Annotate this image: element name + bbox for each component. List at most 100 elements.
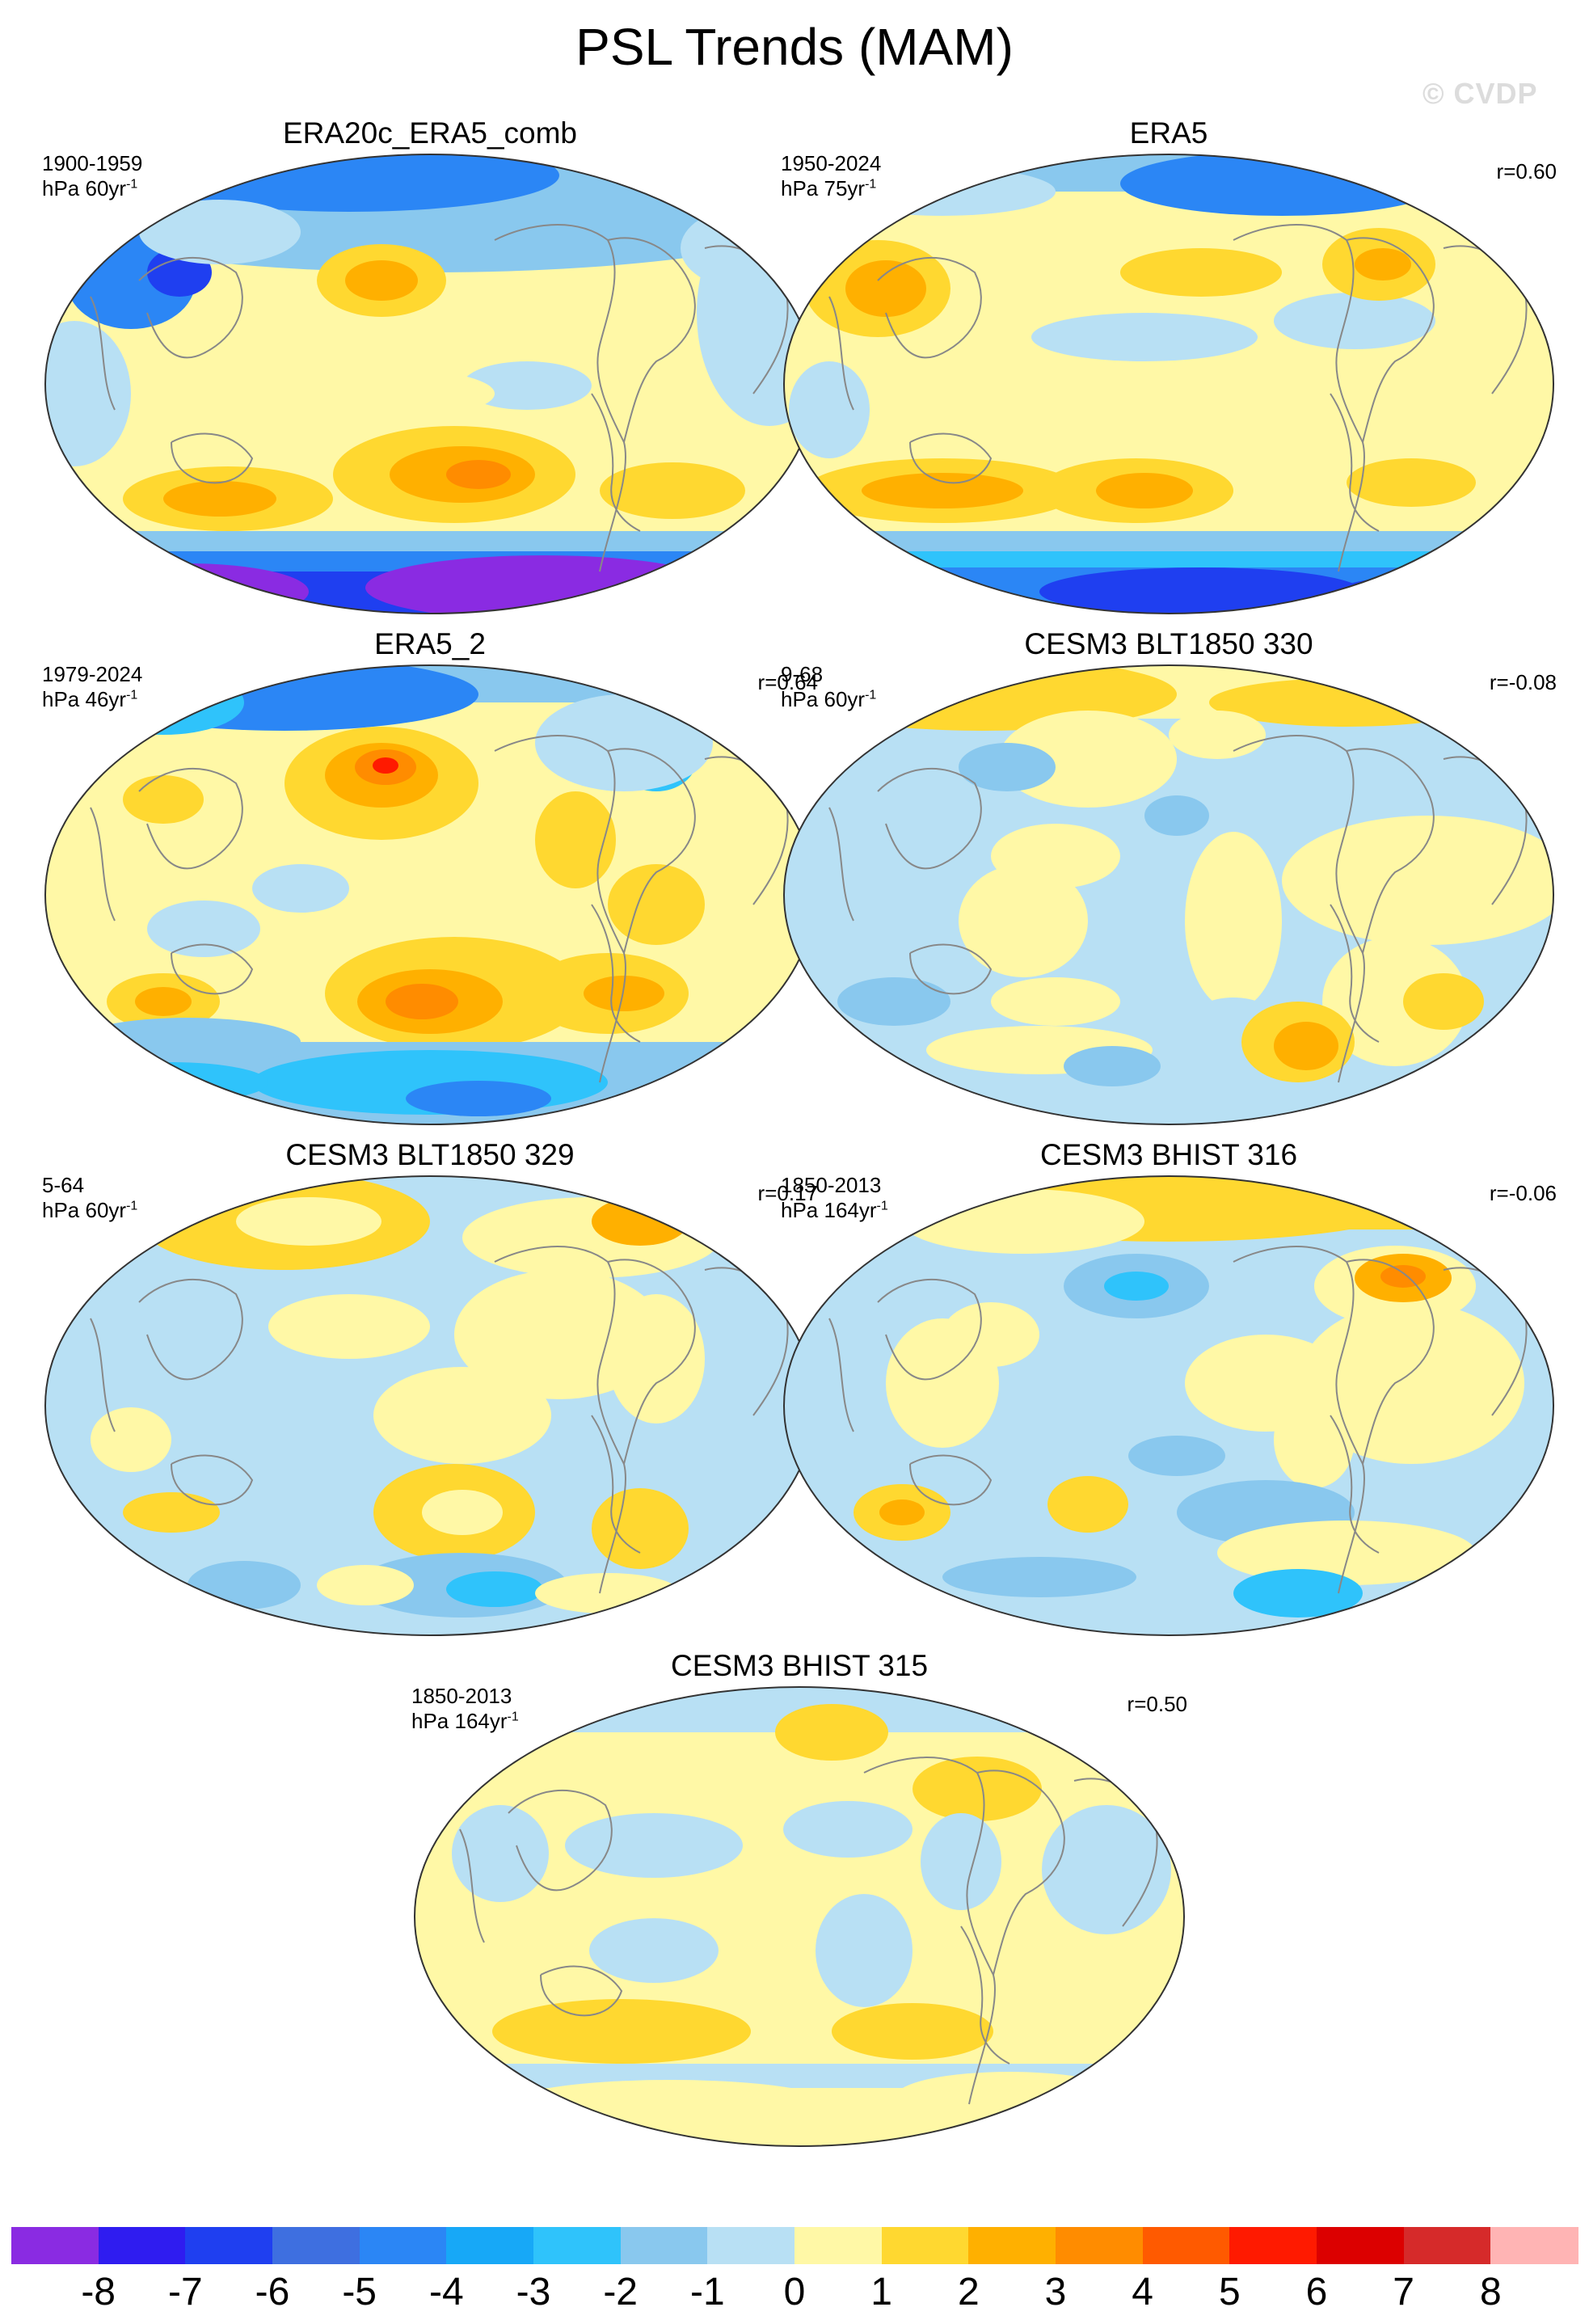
coastline: [138, 1278, 243, 1381]
map-panel: ERA20c_ERA5_comb 1900-1959 hPa 60yr-1: [42, 116, 818, 617]
panel-title: CESM3 BHIST 316: [1039, 1138, 1298, 1171]
contour-region: [999, 711, 1177, 808]
contour-region: [147, 900, 260, 957]
coastline: [607, 1259, 696, 1465]
coastline: [828, 807, 854, 922]
map-panel: CESM3 BLT1850 330 9-68 hPa 60yr-1 r=-0.0…: [781, 626, 1557, 1128]
contour-region: [1347, 458, 1476, 507]
contour-region: [123, 1492, 220, 1533]
coastline: [828, 1318, 854, 1432]
correlation-label: r=-0.08: [1489, 670, 1557, 694]
units-text: hPa 60yr: [781, 687, 866, 711]
units-exponent: -1: [126, 688, 138, 702]
contour-region: [1169, 711, 1266, 759]
coastline: [171, 432, 254, 484]
panel-title: ERA20c_ERA5_comb: [282, 116, 578, 150]
contour-region: [163, 481, 276, 517]
coastline: [171, 1454, 254, 1506]
coastline: [459, 1828, 485, 1943]
coastline: [591, 904, 641, 1043]
coastline: [138, 256, 243, 359]
legend-color-box: [533, 2227, 622, 2264]
contour-region: [565, 1813, 743, 1878]
coastline: [494, 224, 626, 572]
contour-region: [845, 260, 926, 317]
map-border: [783, 664, 1554, 1125]
correlation-label: r=0.50: [1127, 1692, 1187, 1716]
units-exponent: -1: [126, 177, 138, 192]
units-text: hPa 60yr: [42, 176, 127, 200]
contour-region: [1274, 1022, 1338, 1070]
contour-region: [373, 757, 398, 774]
coastline: [1330, 904, 1380, 1043]
psl-trend-map: [414, 1686, 1185, 2147]
legend-color-box: [11, 2227, 99, 2264]
contour-region: [462, 361, 592, 410]
units-exponent: -1: [865, 177, 877, 192]
contour-region: [188, 1561, 301, 1609]
coastline: [1330, 393, 1380, 532]
units-exponent: -1: [507, 1710, 519, 1724]
legend-tick-label: -2: [603, 2271, 638, 2313]
contour-region: [1274, 1391, 1355, 1488]
contour-region: [592, 1197, 689, 1246]
contour-region: [317, 1565, 414, 1605]
legend-tick-label: -6: [255, 2271, 290, 2313]
panel-period: 1950-2024: [781, 151, 882, 175]
psl-trend-map: [783, 1175, 1554, 1636]
contour-region: [123, 775, 204, 824]
map-panel: CESM3 BHIST 315 1850-2013 hPa 164yr-1 r=…: [411, 1648, 1187, 2149]
contour-region: [991, 977, 1120, 1026]
legend-color-box: [98, 2227, 186, 2264]
legend-color-box: [707, 2227, 795, 2264]
coastline: [540, 1965, 623, 2017]
contour-region: [301, 369, 495, 418]
legend-color-box: [272, 2227, 360, 2264]
correlation-label: r=0.64: [757, 670, 818, 694]
legend-tick-label: -8: [81, 2271, 116, 2313]
panel-period: 5-64: [42, 1173, 85, 1197]
legend-tick-label: 0: [783, 2271, 806, 2313]
contour-region: [959, 743, 1056, 791]
contour-region: [1330, 576, 1524, 614]
legend-tick-label: 4: [1132, 2271, 1154, 2313]
panel-period: 1900-1959: [42, 151, 143, 175]
contour-region: [837, 977, 950, 1026]
trend-contour-field: [784, 665, 1553, 1124]
contour-region: [600, 462, 745, 519]
coastline: [494, 735, 626, 1083]
contour-region: [1233, 1569, 1363, 1618]
legend-color-box: [446, 2227, 534, 2264]
contour-region: [1144, 795, 1209, 836]
legend-tick-label: 6: [1305, 2271, 1328, 2313]
panel-units: hPa 60yr-1: [781, 687, 876, 711]
legend-color-box: [1229, 2227, 1317, 2264]
units-text: hPa 164yr: [411, 1709, 508, 1733]
contour-region: [584, 976, 664, 1011]
legend-tick-label: 2: [957, 2271, 980, 2313]
coastline: [877, 767, 982, 870]
contour-region: [775, 1704, 888, 1761]
contour-region: [1322, 937, 1468, 1066]
trend-contour-field: [415, 1687, 1184, 2146]
coastline: [138, 767, 243, 870]
trend-contour-field: [45, 1176, 815, 1635]
map-panel: ERA5_2 1979-2024 hPa 46yr-1 r=0.64: [42, 626, 818, 1128]
map-panel: ERA5 1950-2024 hPa 75yr-1 r=0.60: [781, 116, 1557, 617]
legend-tick-label: 8: [1479, 2271, 1502, 2313]
coastline: [90, 1318, 116, 1432]
legend-tick-labels: -8 -7 -6 -5 -4 -3 -2 -1 0 1 2 3 4 5 6 7 8: [0, 2270, 1589, 2318]
correlation-label: r=-0.06: [1489, 1181, 1557, 1205]
contour-region: [608, 864, 705, 945]
panel-title: ERA5: [1129, 116, 1208, 150]
legend-color-box: [968, 2227, 1056, 2264]
coastline: [863, 1757, 996, 2105]
contour-region: [896, 2072, 1123, 2120]
map-border: [783, 154, 1554, 614]
units-text: hPa 75yr: [781, 176, 866, 200]
coastline: [171, 943, 254, 995]
contour-region: [1403, 973, 1484, 1030]
contour-region: [452, 1805, 549, 1902]
legend-tick-label: 3: [1044, 2271, 1067, 2313]
coastline: [607, 237, 696, 443]
